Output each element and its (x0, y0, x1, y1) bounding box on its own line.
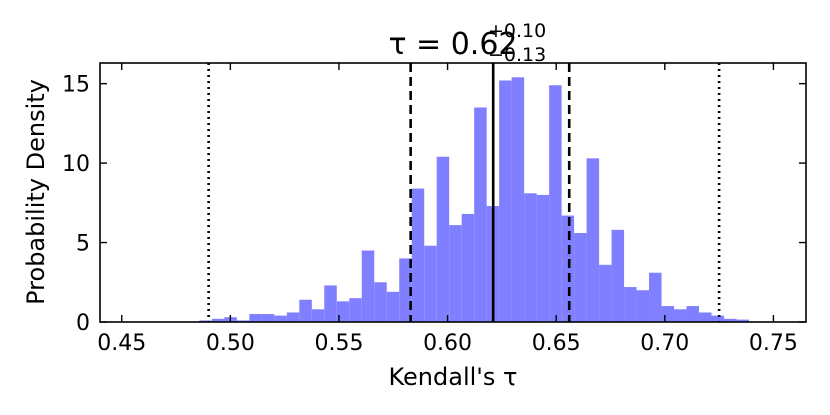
x-tick-label: 0.75 (749, 331, 798, 356)
histogram-bar (499, 80, 512, 322)
histogram-bar (249, 314, 262, 322)
histogram-bar (574, 233, 587, 322)
histogram-bar (299, 299, 312, 322)
histogram-bar (686, 306, 700, 322)
y-tick-label: 5 (76, 232, 90, 257)
histogram-bar (561, 215, 575, 322)
histogram-bar (674, 309, 687, 322)
y-tick-label: 15 (62, 73, 90, 98)
title-main: τ = 0.62 (388, 27, 517, 62)
histogram-bar (699, 312, 712, 322)
x-ticks: 0.45 0.50 0.55 0.60 0.65 0.70 0.75 (97, 63, 798, 356)
histogram-bar (536, 194, 550, 322)
title-superscript: +0.10 (488, 20, 546, 42)
histogram-bar (449, 225, 462, 322)
title-subscript: −0.13 (488, 44, 546, 66)
histogram-bar (349, 298, 362, 322)
histogram-bar (724, 318, 737, 322)
histogram-bar (624, 287, 637, 322)
x-tick-label: 0.50 (206, 331, 255, 356)
histogram-bar (661, 306, 675, 322)
histogram-bar (324, 285, 337, 322)
histogram-bar (586, 158, 600, 322)
y-ticks: 0 5 10 15 (62, 73, 806, 336)
x-axis-label: Kendall's τ (389, 363, 518, 391)
x-tick-label: 0.70 (640, 331, 689, 356)
y-tick-label: 0 (76, 311, 90, 336)
histogram-bar (511, 77, 525, 322)
x-tick-label: 0.45 (97, 331, 146, 356)
histogram-bar (399, 258, 412, 322)
histogram-bar (274, 315, 287, 322)
reference-lines (207, 63, 721, 322)
x-tick-label: 0.55 (314, 331, 363, 356)
histogram-bar (374, 282, 387, 322)
histogram-bar (386, 291, 400, 322)
histogram-bar (336, 301, 350, 322)
chart-title: τ = 0.62 (388, 27, 517, 62)
plot-frame (99, 62, 807, 323)
y-tick-label: 10 (62, 152, 90, 177)
histogram-bar (549, 85, 562, 322)
histogram-bar (524, 193, 537, 322)
x-tick-label: 0.65 (532, 331, 581, 356)
x-tick-label: 0.60 (423, 331, 472, 356)
histogram-bar (411, 188, 425, 322)
histogram-bar (611, 229, 625, 322)
histogram-bar (261, 314, 275, 322)
histogram-bar (424, 245, 437, 322)
histogram-bar (649, 272, 662, 322)
histogram-bar (211, 318, 225, 322)
histogram-bar (599, 264, 612, 322)
histogram-bar (311, 309, 325, 322)
histogram-bar (461, 213, 475, 322)
histogram-bars (199, 77, 749, 323)
histogram-bar (286, 312, 300, 322)
histogram-bar (436, 156, 450, 322)
histogram-bar (711, 315, 724, 322)
histogram-bar (636, 290, 650, 322)
histogram-bar (474, 107, 487, 323)
histogram-bar (736, 319, 749, 322)
y-axis-label: Probability Density (22, 79, 50, 305)
histogram-bar (361, 250, 375, 322)
